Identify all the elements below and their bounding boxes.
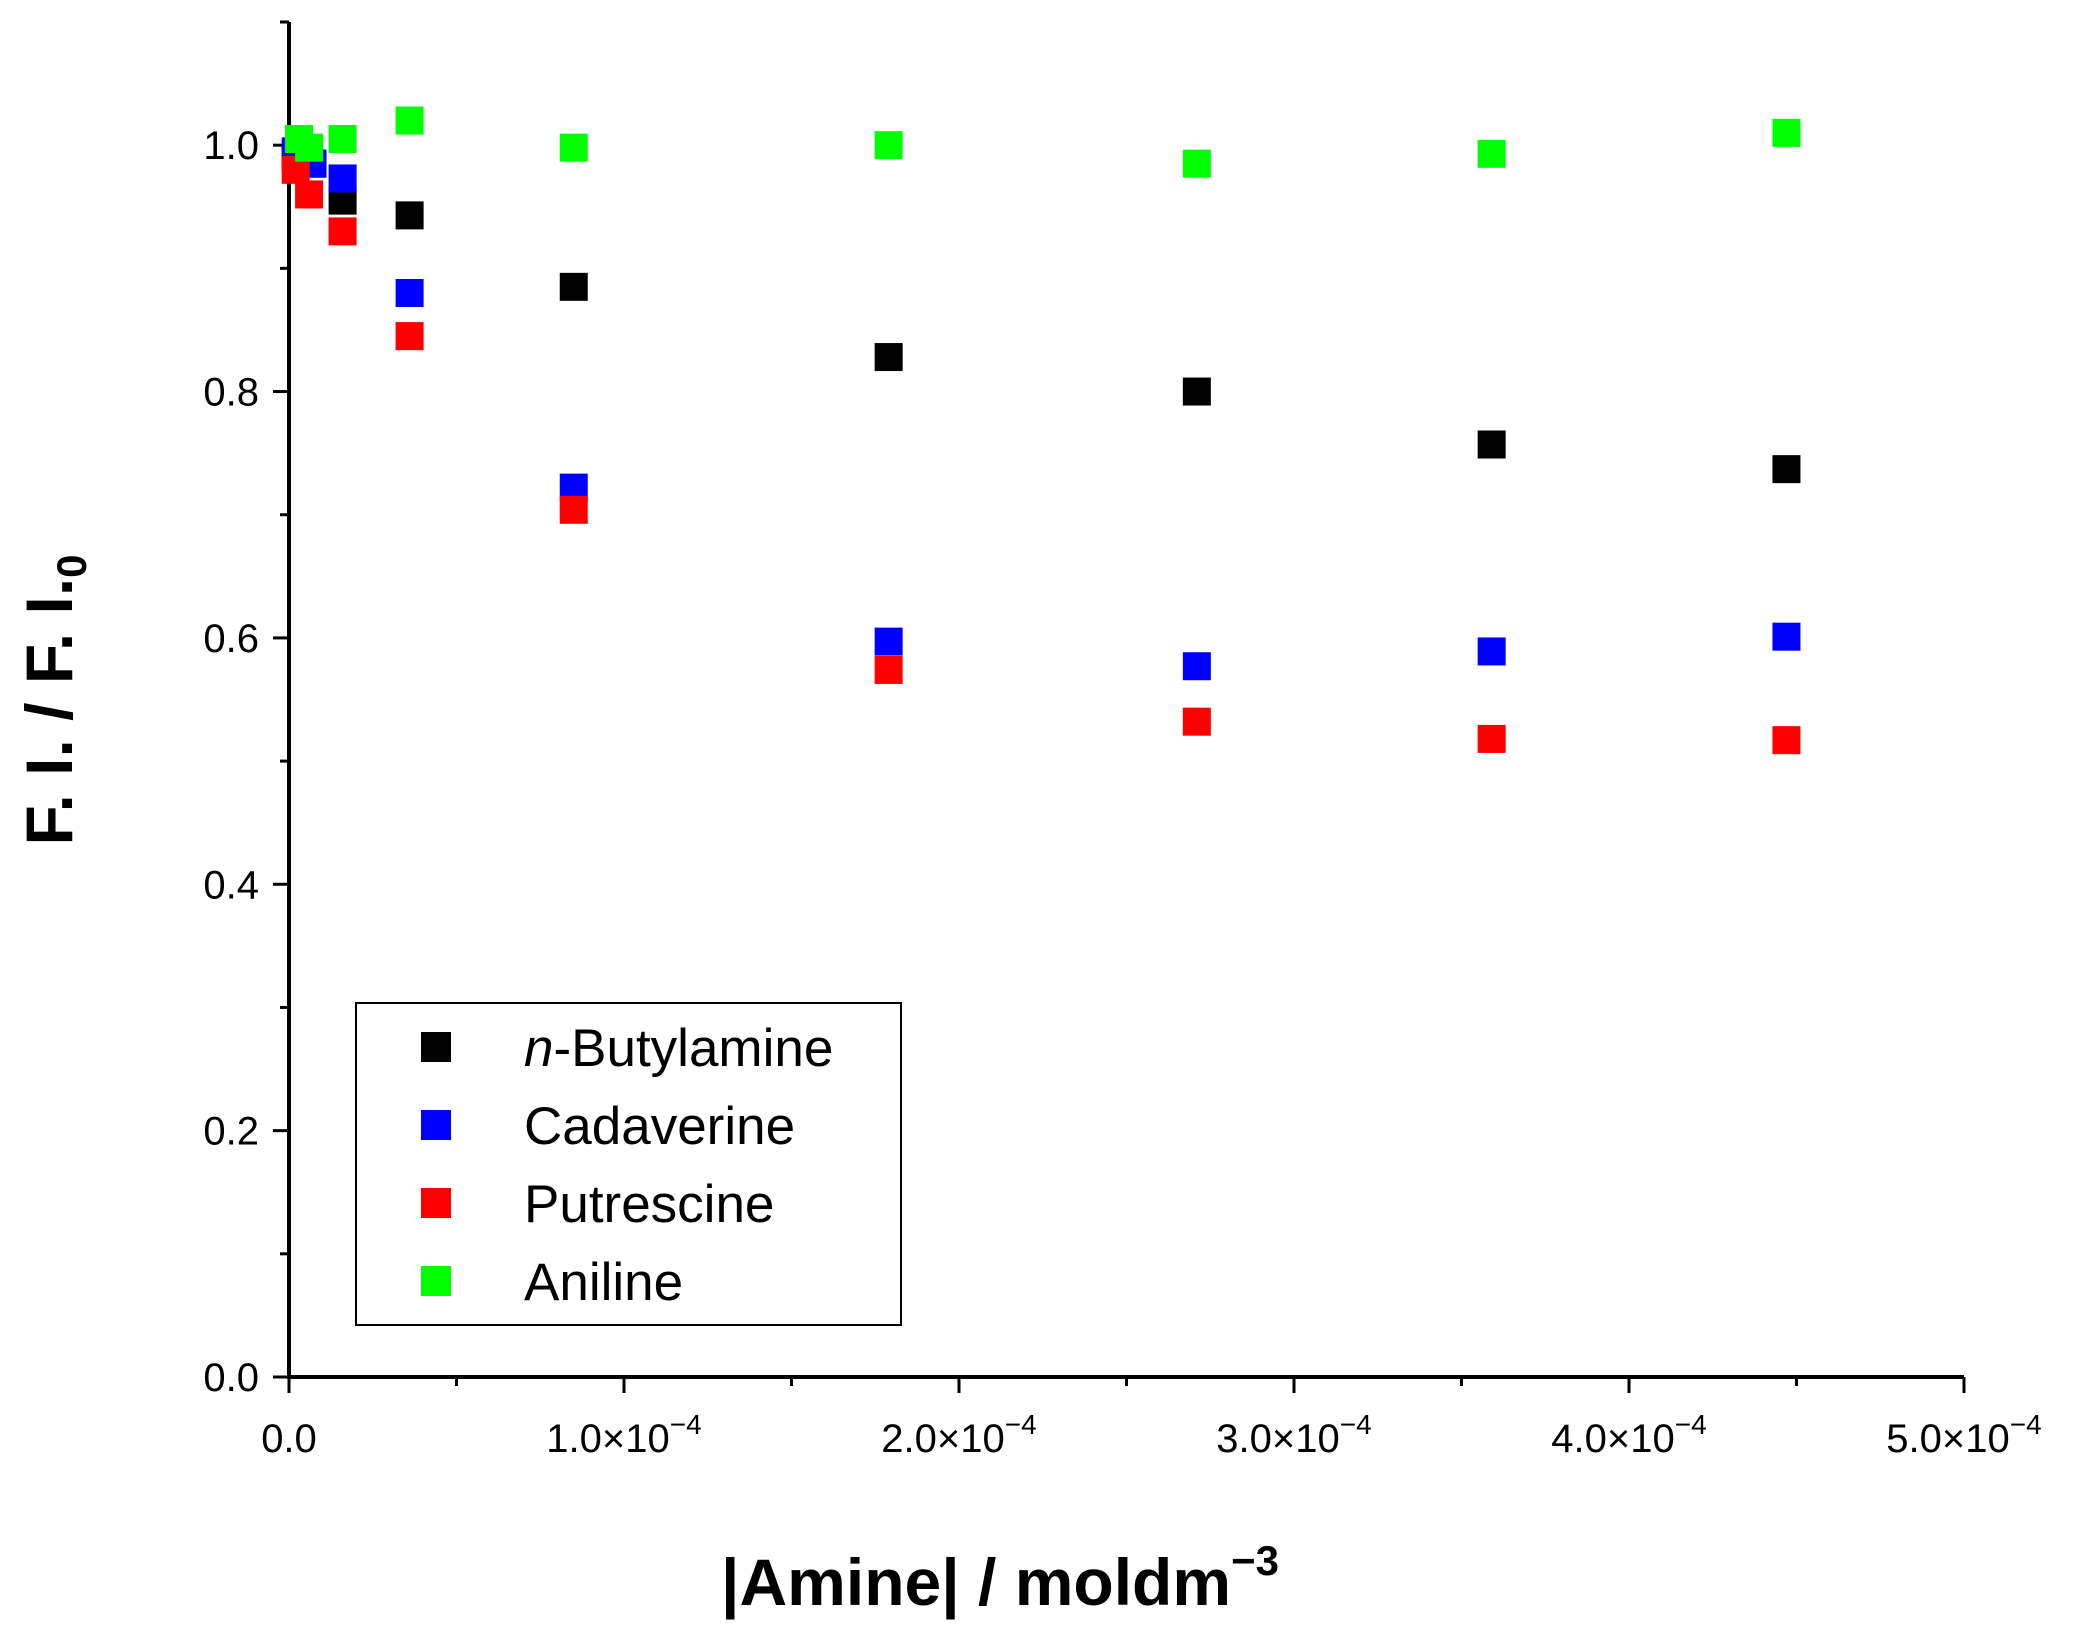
y-tick-label: 0.6 bbox=[203, 617, 259, 661]
point-cadaverine bbox=[395, 279, 424, 307]
point-putrescine bbox=[395, 322, 424, 351]
x-tick-label: 5.0×10−4 bbox=[1886, 1409, 2041, 1461]
y-tick-label: 1.0 bbox=[203, 124, 259, 168]
point-cadaverine bbox=[1182, 652, 1211, 681]
x-tick-label: 0.0 bbox=[261, 1417, 317, 1461]
point-aniline bbox=[328, 125, 357, 154]
x-tick-label: 3.0×10−4 bbox=[1216, 1409, 1371, 1461]
point-putrescine bbox=[1477, 724, 1506, 753]
y-ticks: 0.0 0.2 0.4 0.6 0.8 1.0 bbox=[203, 20, 289, 1400]
point-aniline bbox=[874, 131, 903, 160]
point-n-butylamine bbox=[1477, 430, 1506, 459]
x-tick-label: 1.0×10−4 bbox=[546, 1409, 701, 1461]
x-ticks: 0.0 1.0×10−4 2.0×10−4 3.0×10−4 4.0×10−4 5.0×1… bbox=[261, 1377, 2042, 1461]
point-cadaverine bbox=[1477, 637, 1506, 666]
legend: n-Butylamine Cadaverine Putrescine Anili… bbox=[355, 1002, 902, 1326]
legend-label-putrescine: Putrescine bbox=[524, 1175, 774, 1234]
x-tick-label-mantissa: 2.0×10 bbox=[881, 1417, 1004, 1461]
y-tick-label: 0.0 bbox=[203, 1356, 259, 1400]
y-tick-label: 0.2 bbox=[203, 1110, 259, 1154]
point-n-butylamine bbox=[1182, 377, 1211, 406]
legend-label-aniline: Aniline bbox=[524, 1253, 683, 1312]
point-putrescine bbox=[874, 655, 903, 684]
legend-label-n-butylamine-italic: n bbox=[524, 1019, 553, 1078]
point-cadaverine bbox=[328, 164, 357, 193]
x-tick-label-mantissa: 5.0×10 bbox=[1886, 1417, 2009, 1461]
legend-label-n-butylamine-rest: -Butylamine bbox=[553, 1019, 833, 1078]
legend-label-cadaverine: Cadaverine bbox=[524, 1097, 795, 1156]
x-tick-label: 4.0×10−4 bbox=[1551, 1409, 1706, 1461]
point-aniline bbox=[559, 133, 588, 162]
x-tick-label-mantissa: 3.0×10 bbox=[1216, 1417, 1339, 1461]
point-aniline bbox=[1477, 139, 1506, 168]
legend-label-n-butylamine: n-Butylamine bbox=[524, 1019, 833, 1078]
point-putrescine bbox=[1772, 726, 1801, 755]
y-tick-label: 0.4 bbox=[203, 863, 259, 907]
axes: 0.0 1.0×10−4 2.0×10−4 3.0×10−4 4.0×10−4 5.0×1… bbox=[203, 20, 2042, 1461]
x-tick-label-exponent: −4 bbox=[1005, 1409, 1037, 1440]
point-putrescine bbox=[295, 180, 324, 209]
point-putrescine bbox=[1182, 707, 1211, 736]
point-putrescine bbox=[328, 217, 357, 246]
x-tick-label-exponent: −4 bbox=[2010, 1409, 2042, 1440]
point-n-butylamine bbox=[874, 343, 903, 372]
y-axis-title-main: F. I. / F. I. bbox=[12, 578, 86, 846]
legend-marker-aniline bbox=[421, 1266, 451, 1296]
point-n-butylamine bbox=[559, 272, 588, 301]
x-tick-label-mantissa: 0.0 bbox=[261, 1417, 317, 1461]
legend-marker-putrescine bbox=[421, 1188, 451, 1218]
x-tick-label-mantissa: 4.0×10 bbox=[1551, 1417, 1674, 1461]
point-cadaverine bbox=[1772, 622, 1801, 651]
x-tick-label-mantissa: 1.0×10 bbox=[546, 1417, 669, 1461]
x-tick-label: 2.0×10−4 bbox=[881, 1409, 1036, 1461]
x-axis-title: |Amine| / moldm−3 bbox=[721, 1537, 1279, 1621]
y-axis-title-subscript: 0 bbox=[48, 554, 95, 577]
point-n-butylamine bbox=[1772, 455, 1801, 484]
x-tick-label-exponent: −4 bbox=[1675, 1409, 1707, 1440]
point-aniline bbox=[295, 133, 324, 162]
x-tick-label-exponent: −4 bbox=[1340, 1409, 1372, 1440]
point-aniline bbox=[1772, 118, 1801, 147]
point-putrescine bbox=[559, 495, 588, 524]
point-aniline bbox=[395, 106, 424, 135]
point-aniline bbox=[1182, 149, 1211, 178]
point-cadaverine bbox=[874, 627, 903, 656]
x-axis-title-main: |Amine| / moldm bbox=[721, 1545, 1231, 1621]
legend-marker-n-butylamine bbox=[421, 1032, 451, 1062]
x-axis-title-superscript: −3 bbox=[1231, 1537, 1279, 1584]
point-n-butylamine bbox=[395, 201, 424, 230]
y-tick-label: 0.8 bbox=[203, 371, 259, 415]
x-tick-label-exponent: −4 bbox=[670, 1409, 702, 1440]
y-axis-title: F. I. / F. I.0 bbox=[12, 554, 95, 845]
legend-marker-cadaverine bbox=[421, 1110, 451, 1140]
data-points bbox=[281, 106, 1801, 755]
